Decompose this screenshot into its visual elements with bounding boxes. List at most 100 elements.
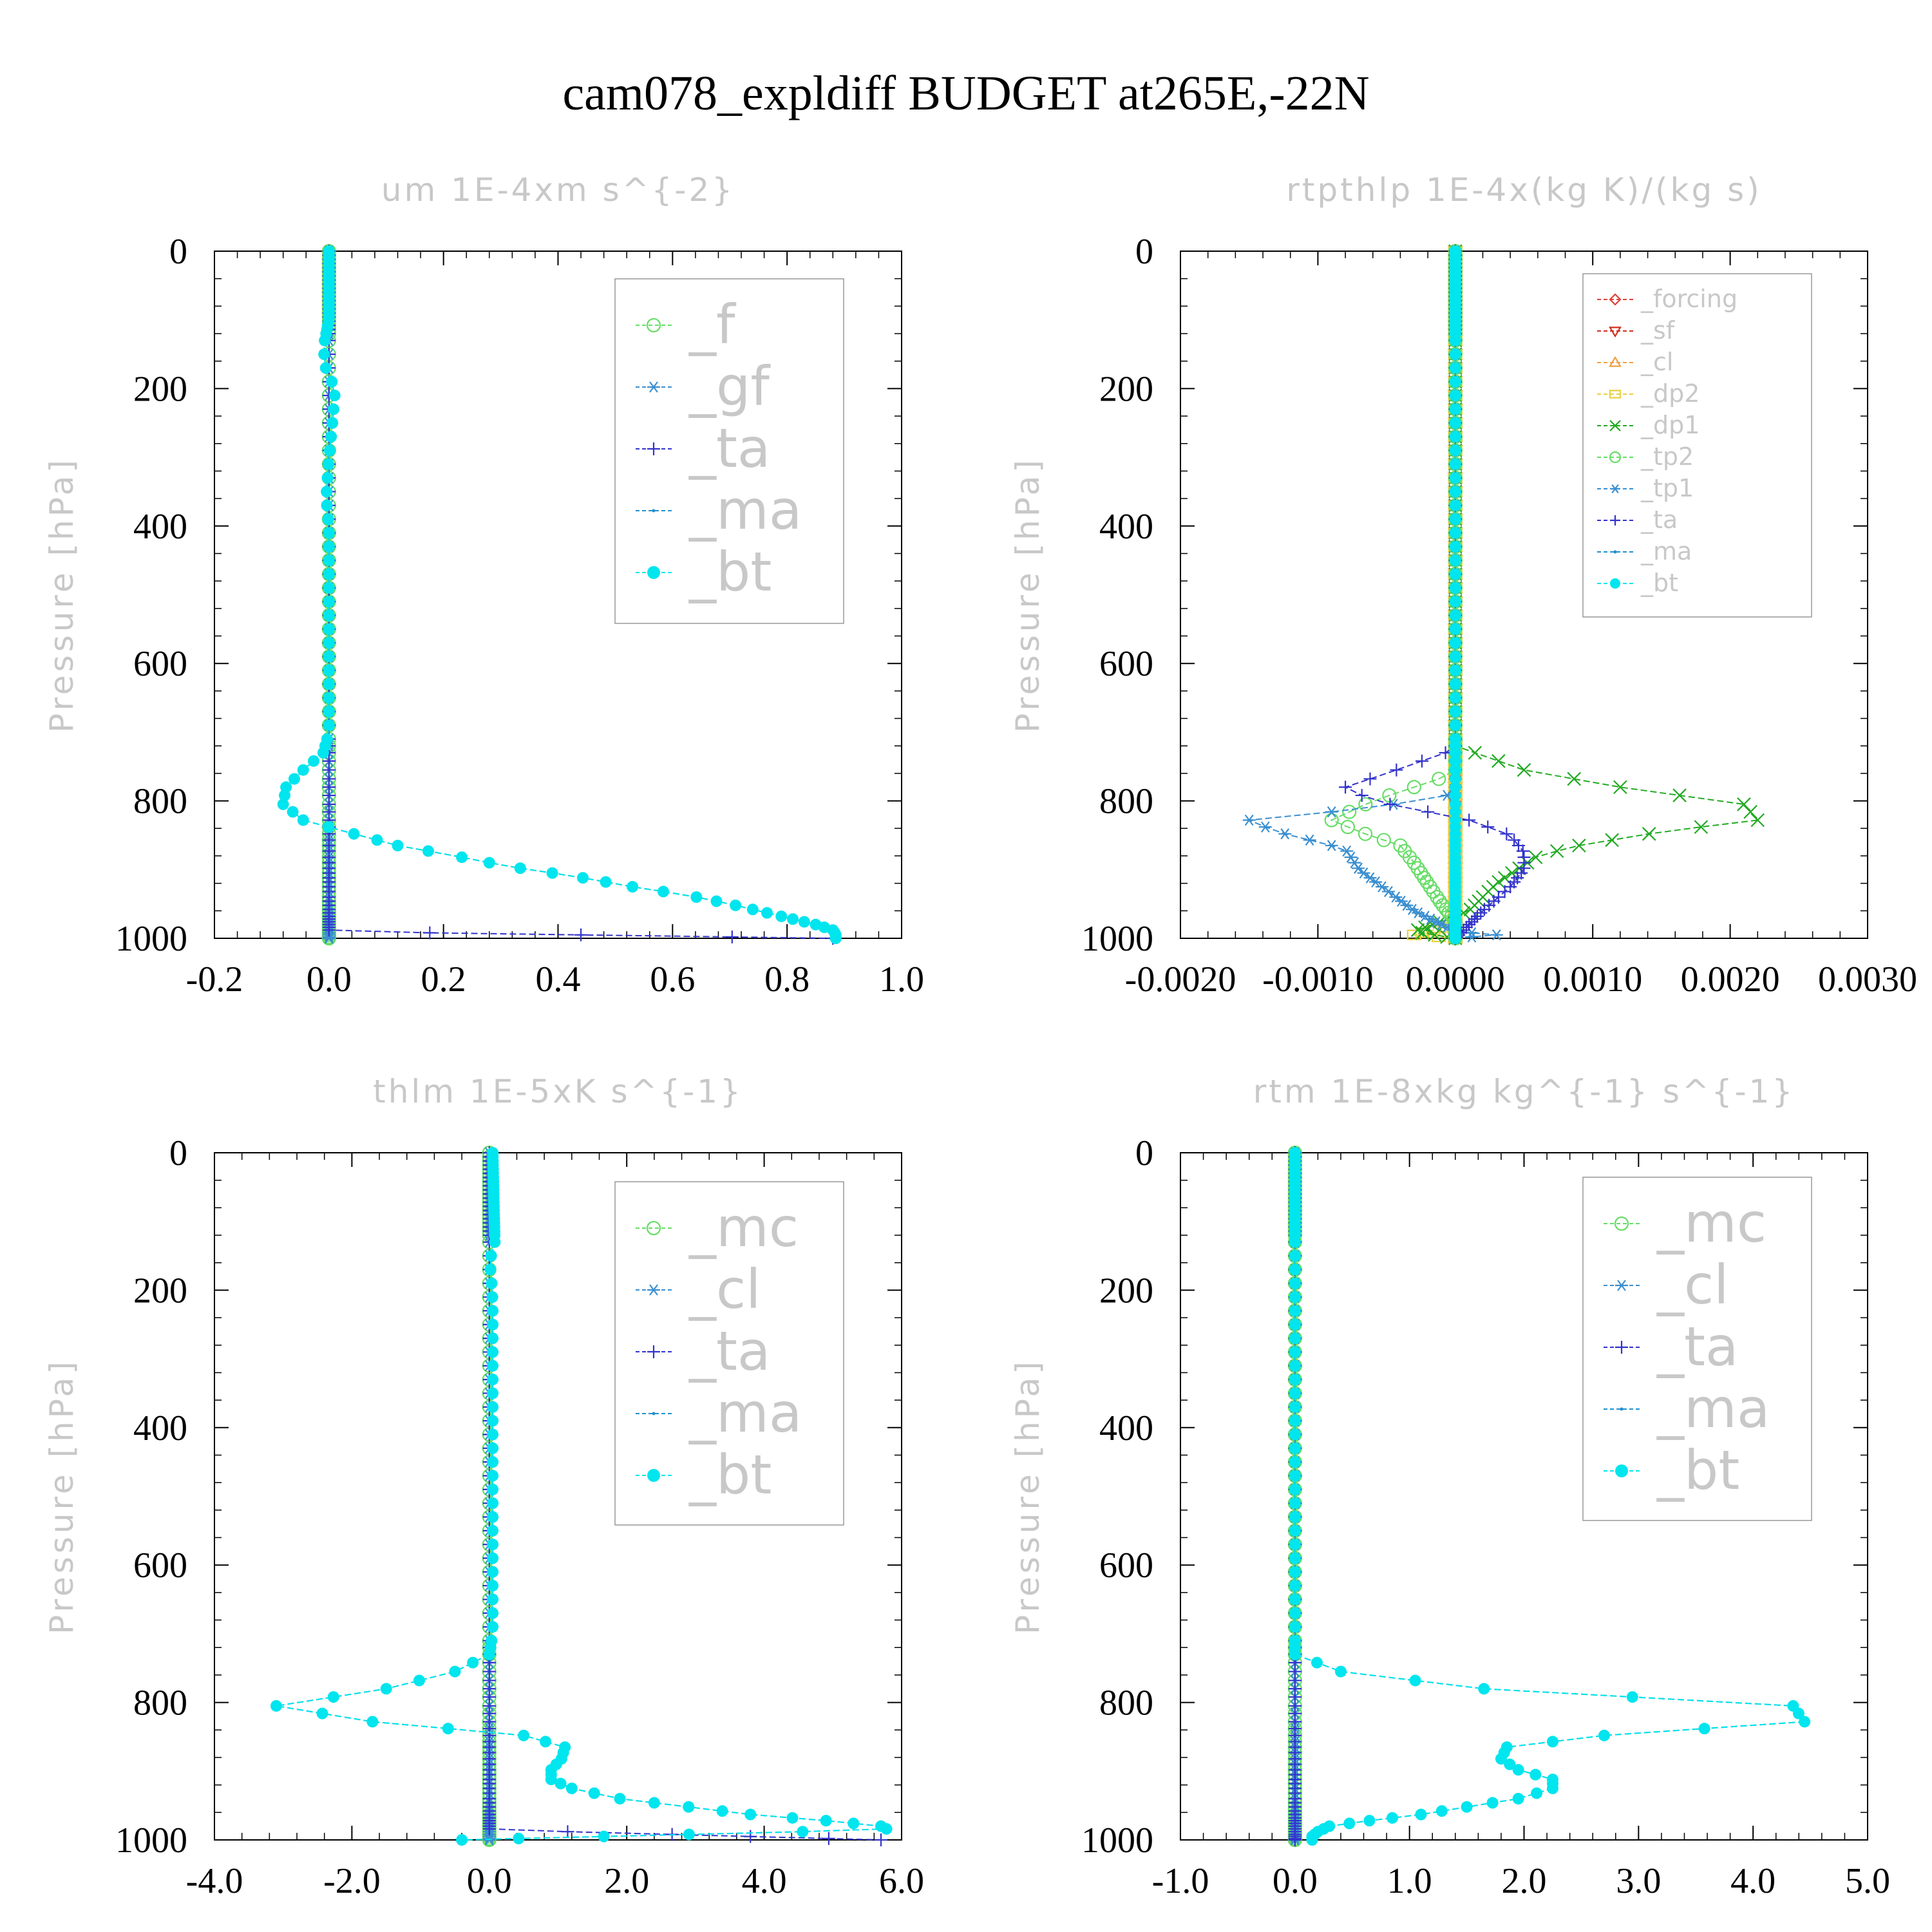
legend-label: _tp1: [1640, 474, 1694, 502]
series-bt: [277, 245, 842, 944]
x-tick-label: 4.0: [742, 1861, 787, 1901]
series-markers: [1289, 1147, 1811, 1846]
y-tick-label: 200: [133, 1271, 187, 1311]
legend-label: _dp1: [1640, 411, 1700, 439]
legend: _f_gf_ta_ma_bt: [614, 278, 844, 624]
x-tick-label: -2.0: [323, 1861, 381, 1901]
y-tick-label: 400: [1099, 507, 1153, 547]
series-markers: [277, 245, 842, 944]
x-tick-label: 5.0: [1845, 1861, 1890, 1901]
x-tick-label: 1.0: [1387, 1861, 1432, 1901]
y-tick-label: 0: [1135, 1133, 1153, 1173]
y-tick-label: 600: [1099, 1546, 1153, 1586]
legend-label: _bt: [1640, 569, 1678, 597]
series-markers: [270, 1147, 893, 1846]
chart-panel-1: um 1E-4xm s^{-2} Pressure [hPa] -0.2 0.0 0.2…: [43, 171, 924, 999]
panel-title: rtm 1E-8xkg kg^{-1} s^{-1}: [1253, 1073, 1795, 1110]
legend-label: _cl: [1640, 348, 1673, 376]
legend-label: _cl: [688, 1258, 761, 1321]
panel-title: thlm 1E-5xK s^{-1}: [373, 1073, 743, 1110]
x-tick-label: -1.0: [1152, 1861, 1209, 1901]
legend-label: _mc: [1656, 1191, 1766, 1255]
x-tick-label: 4.0: [1730, 1861, 1776, 1901]
panel-title: rtpthlp 1E-4x(kg K)/(kg s): [1286, 171, 1761, 209]
series-markers: [1324, 243, 1463, 946]
x-tick-label: 1.0: [879, 960, 924, 999]
legend-label: _ma: [688, 478, 802, 542]
y-tick-label: 600: [133, 1546, 187, 1586]
legend: _mc_cl_ta_ma_bt: [1582, 1177, 1812, 1521]
x-tick-label: 0.0010: [1543, 960, 1642, 999]
x-tick-label: -0.0020: [1125, 960, 1236, 999]
y-tick-label: 400: [133, 507, 187, 547]
x-tick-label: 0.0030: [1818, 960, 1917, 999]
y-tick-label: 0: [1135, 232, 1153, 272]
x-tick-label: 0.0: [307, 960, 352, 999]
legend-label: _sf: [1640, 316, 1676, 345]
x-tick-label: -4.0: [186, 1861, 243, 1901]
x-tick-label: 0.4: [536, 960, 581, 999]
x-tick-label: -0.2: [186, 960, 243, 999]
series-markers: [1242, 245, 1503, 944]
y-tick-label: 1000: [115, 1821, 187, 1861]
x-tick-label: 0.8: [764, 960, 810, 999]
y-tick-label: 800: [1099, 782, 1153, 822]
y-tick-label: 200: [133, 369, 187, 409]
legend-label: _cl: [1656, 1253, 1729, 1316]
series-line: [1330, 251, 1456, 938]
legend-label: _tp2: [1640, 442, 1694, 471]
legend-label: _ma: [1640, 537, 1692, 565]
chart-panel-3: thlm 1E-5xK s^{-1} Pressure [hPa] -4.0 -2.0…: [43, 1073, 924, 1901]
x-tick-label: 0.6: [650, 960, 695, 999]
y-tick-label: 800: [133, 1683, 187, 1723]
y-tick-label: 0: [169, 1133, 187, 1173]
y-tick-label: 1000: [1081, 919, 1153, 959]
series-tp1: [1242, 245, 1503, 944]
y-axis-label: Pressure [hPa]: [1009, 457, 1046, 733]
y-tick-label: 800: [133, 782, 187, 822]
y-tick-label: 0: [169, 232, 187, 272]
chart-panel-2: rtpthlp 1E-4x(kg K)/(kg s) Pressure [hPa]…: [1009, 171, 1917, 999]
chart-panel-4: rtm 1E-8xkg kg^{-1} s^{-1} Pressure [hPa]…: [1009, 1073, 1890, 1901]
series-bt: [1289, 1147, 1811, 1846]
y-axis-label: Pressure [hPa]: [43, 1358, 80, 1634]
legend: _forcing _sf _cl _dp2 _dp1 _tp2 _tp1 _ta _ma _bt: [1582, 273, 1812, 618]
y-tick-label: 400: [1099, 1408, 1153, 1448]
x-tick-label: 6.0: [879, 1861, 924, 1901]
legend-label: _forcing: [1640, 285, 1738, 313]
x-tick-label: 2.0: [604, 1861, 649, 1901]
legend-label: _ma: [1656, 1377, 1770, 1440]
x-tick-label: 0.0: [1273, 1861, 1318, 1901]
panel-title: um 1E-4xm s^{-2}: [381, 171, 735, 209]
legend-label: _bt: [688, 1443, 772, 1506]
legend-label: _bt: [1656, 1439, 1739, 1502]
legend-label: _ma: [688, 1381, 802, 1444]
y-tick-label: 1000: [1081, 1821, 1153, 1861]
y-tick-label: 400: [133, 1408, 187, 1448]
legend-box: [1582, 273, 1812, 618]
x-tick-label: 3.0: [1616, 1861, 1661, 1901]
y-axis-label: Pressure [hPa]: [43, 457, 80, 733]
y-axis-label: Pressure [hPa]: [1009, 1358, 1046, 1634]
x-tick-label: 0.2: [421, 960, 466, 999]
x-tick-label: 0.0020: [1681, 960, 1780, 999]
legend-label: _f: [688, 293, 737, 356]
y-tick-label: 600: [1099, 644, 1153, 684]
legend: _mc_cl_ta_ma_bt: [614, 1181, 844, 1526]
legend-label: _ta: [1640, 506, 1678, 534]
y-tick-label: 600: [133, 644, 187, 684]
legend-label: _ta: [688, 417, 770, 480]
y-tick-label: 200: [1099, 1271, 1153, 1311]
figure-title: cam078_expldiff BUDGET at265E,-22N: [562, 66, 1369, 120]
legend-label: _mc: [688, 1196, 799, 1259]
x-tick-label: 2.0: [1502, 1861, 1547, 1901]
legend-label: _bt: [688, 540, 772, 603]
legend-label: _ta: [688, 1320, 770, 1383]
series-bt: [270, 1147, 893, 1846]
x-tick-label: 0.0: [467, 1861, 512, 1901]
x-tick-label: -0.0010: [1262, 960, 1374, 999]
x-tick-label: 0.0000: [1406, 960, 1505, 999]
series-markers: [1449, 245, 1461, 944]
series-bt: [1449, 245, 1461, 944]
